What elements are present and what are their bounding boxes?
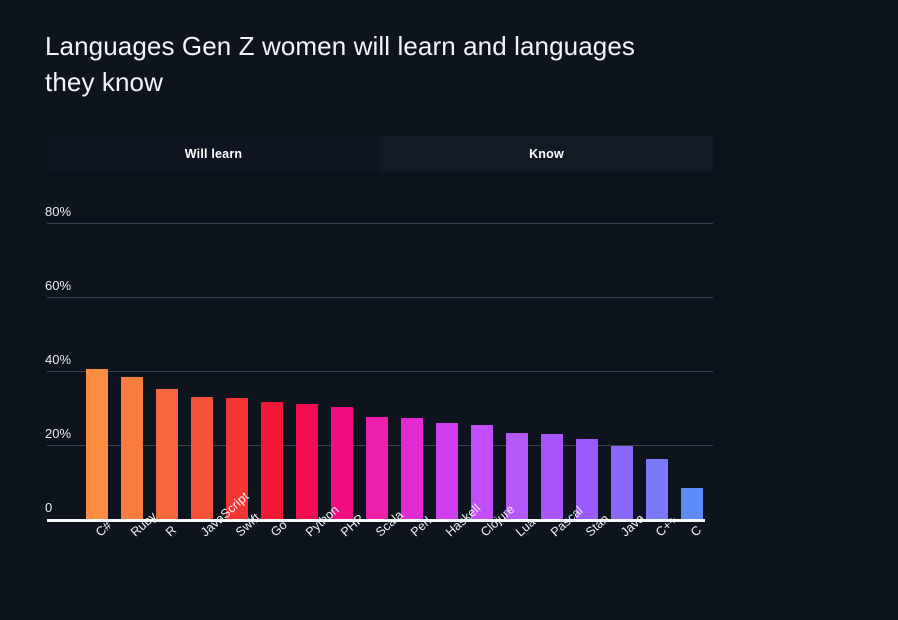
bar-swift[interactable] — [226, 398, 248, 519]
bar-c[interactable] — [646, 458, 668, 519]
page-title: Languages Gen Z women will learn and lan… — [45, 31, 635, 97]
bar-c[interactable] — [86, 369, 108, 519]
bar-python[interactable] — [296, 403, 318, 519]
bar-lua[interactable] — [506, 432, 528, 519]
bar-perl[interactable] — [401, 418, 423, 519]
tab-know-label: Know — [529, 147, 564, 161]
gridline — [47, 371, 713, 372]
y-axis-tick-label: 40% — [45, 352, 72, 367]
y-axis-tick-label: 80% — [45, 204, 72, 219]
bar-go[interactable] — [261, 402, 283, 519]
tab-will-learn[interactable]: Will learn — [47, 136, 380, 172]
bar-javascript[interactable] — [191, 396, 213, 519]
bar-java[interactable] — [611, 446, 633, 519]
bar-php[interactable] — [331, 406, 353, 519]
y-axis-tick-label: 0 — [45, 500, 53, 515]
bar-stan[interactable] — [576, 438, 598, 519]
series-tab-bar: Will learn Know — [47, 136, 713, 172]
bar-c[interactable] — [681, 488, 703, 519]
bar-haskell[interactable] — [436, 422, 458, 519]
bar-ruby[interactable] — [121, 376, 143, 519]
bar-pascal[interactable] — [541, 434, 563, 519]
tab-will-learn-label: Will learn — [184, 147, 243, 161]
y-axis-tick-label: 60% — [45, 278, 72, 293]
x-axis-baseline — [47, 519, 705, 522]
gridline — [47, 297, 713, 298]
bar-r[interactable] — [156, 388, 178, 519]
bar-clojure[interactable] — [471, 424, 493, 519]
bar-scala[interactable] — [366, 416, 388, 519]
tab-know[interactable]: Know — [380, 136, 713, 172]
gridline — [47, 223, 713, 224]
y-axis-tick-label: 20% — [45, 426, 72, 441]
